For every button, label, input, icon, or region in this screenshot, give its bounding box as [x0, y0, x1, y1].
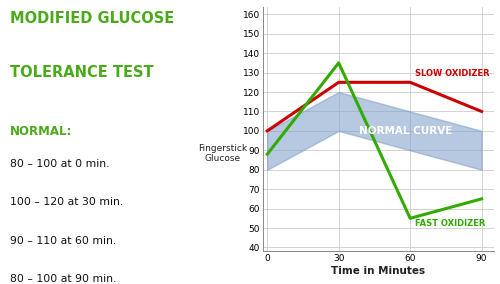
Text: 80 – 100 at 90 min.: 80 – 100 at 90 min.	[10, 274, 117, 284]
Text: NORMAL:: NORMAL:	[10, 125, 72, 138]
X-axis label: Time in Minutes: Time in Minutes	[331, 266, 425, 276]
Text: 80 – 100 at 0 min.: 80 – 100 at 0 min.	[10, 159, 110, 169]
Text: TOLERANCE TEST: TOLERANCE TEST	[10, 65, 154, 80]
Text: 100 – 120 at 30 min.: 100 – 120 at 30 min.	[10, 197, 124, 207]
Text: MODIFIED GLUCOSE: MODIFIED GLUCOSE	[10, 11, 174, 26]
Text: 90 – 110 at 60 min.: 90 – 110 at 60 min.	[10, 236, 117, 246]
Text: SLOW OXIDIZER: SLOW OXIDIZER	[415, 69, 490, 78]
Text: FAST OXIDIZER: FAST OXIDIZER	[415, 219, 486, 228]
Text: NORMAL CURVE: NORMAL CURVE	[358, 126, 452, 136]
Text: Fingerstick
Glucose: Fingerstick Glucose	[198, 144, 247, 163]
